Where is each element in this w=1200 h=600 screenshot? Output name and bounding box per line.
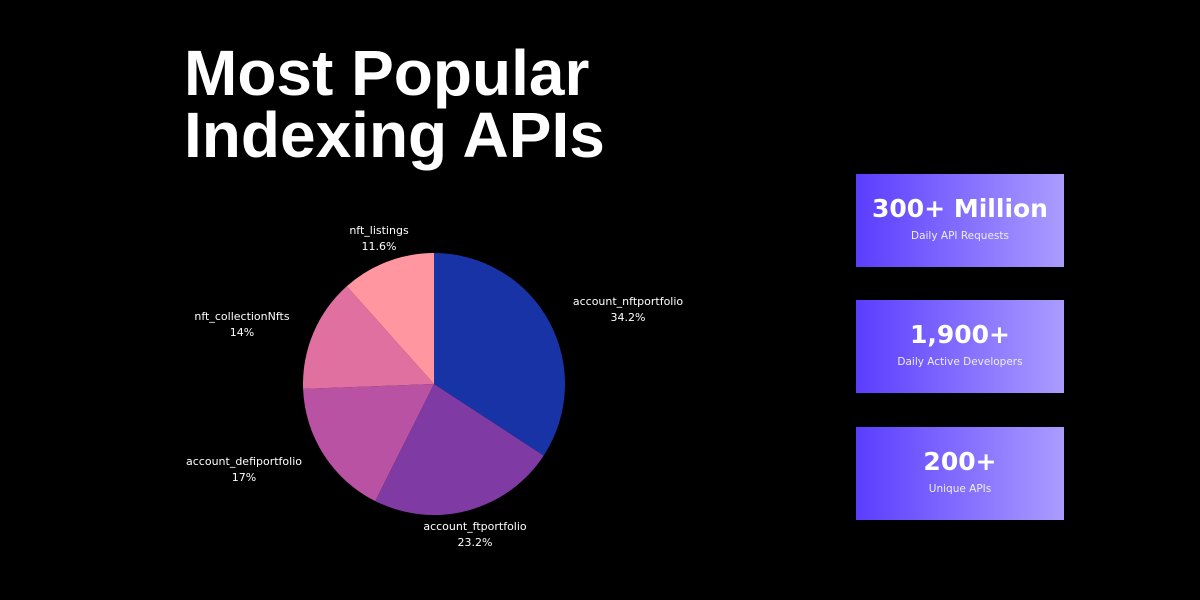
- stat-value: 1,900+: [909, 320, 1011, 349]
- stat-label: Daily Active Developers: [897, 356, 1023, 368]
- stat-value: 300+ Million: [872, 194, 1048, 223]
- pie-slice-nft_listings: [346, 253, 434, 384]
- stat-label: Daily API Requests: [911, 230, 1009, 242]
- pie-slice-account_defiportfolio: [303, 384, 434, 502]
- stat-label: Unique APIs: [928, 483, 992, 495]
- slice-label-4: nft_listings 11.6%: [349, 224, 409, 253]
- slice-label-1: account_ftportfolio 23.2%: [423, 520, 527, 549]
- slice-label-2: account_defiportfolio 17%: [186, 455, 302, 484]
- slice-label-0: account_nftportfolio 34.2%: [572, 295, 684, 324]
- pie-slice-nft_collectionNfts: [303, 286, 434, 389]
- stat-card-apis: 200+ Unique APIs: [856, 427, 1064, 520]
- stat-card-developers: 1,900+ Daily Active Developers: [856, 300, 1064, 393]
- slice-label-3: nft_collectionNfts 14%: [194, 310, 290, 339]
- page-title: Most Popular Indexing APIs: [184, 37, 605, 171]
- stat-value: 200+: [923, 447, 997, 476]
- title-line-1: Most Popular: [184, 37, 590, 109]
- title-line-2: Indexing APIs: [184, 99, 605, 171]
- pie-slice-account_ftportfolio: [375, 384, 544, 515]
- pie-slice-account_nftportfolio: [434, 253, 565, 456]
- stat-card-requests: 300+ Million Daily API Requests: [856, 174, 1064, 267]
